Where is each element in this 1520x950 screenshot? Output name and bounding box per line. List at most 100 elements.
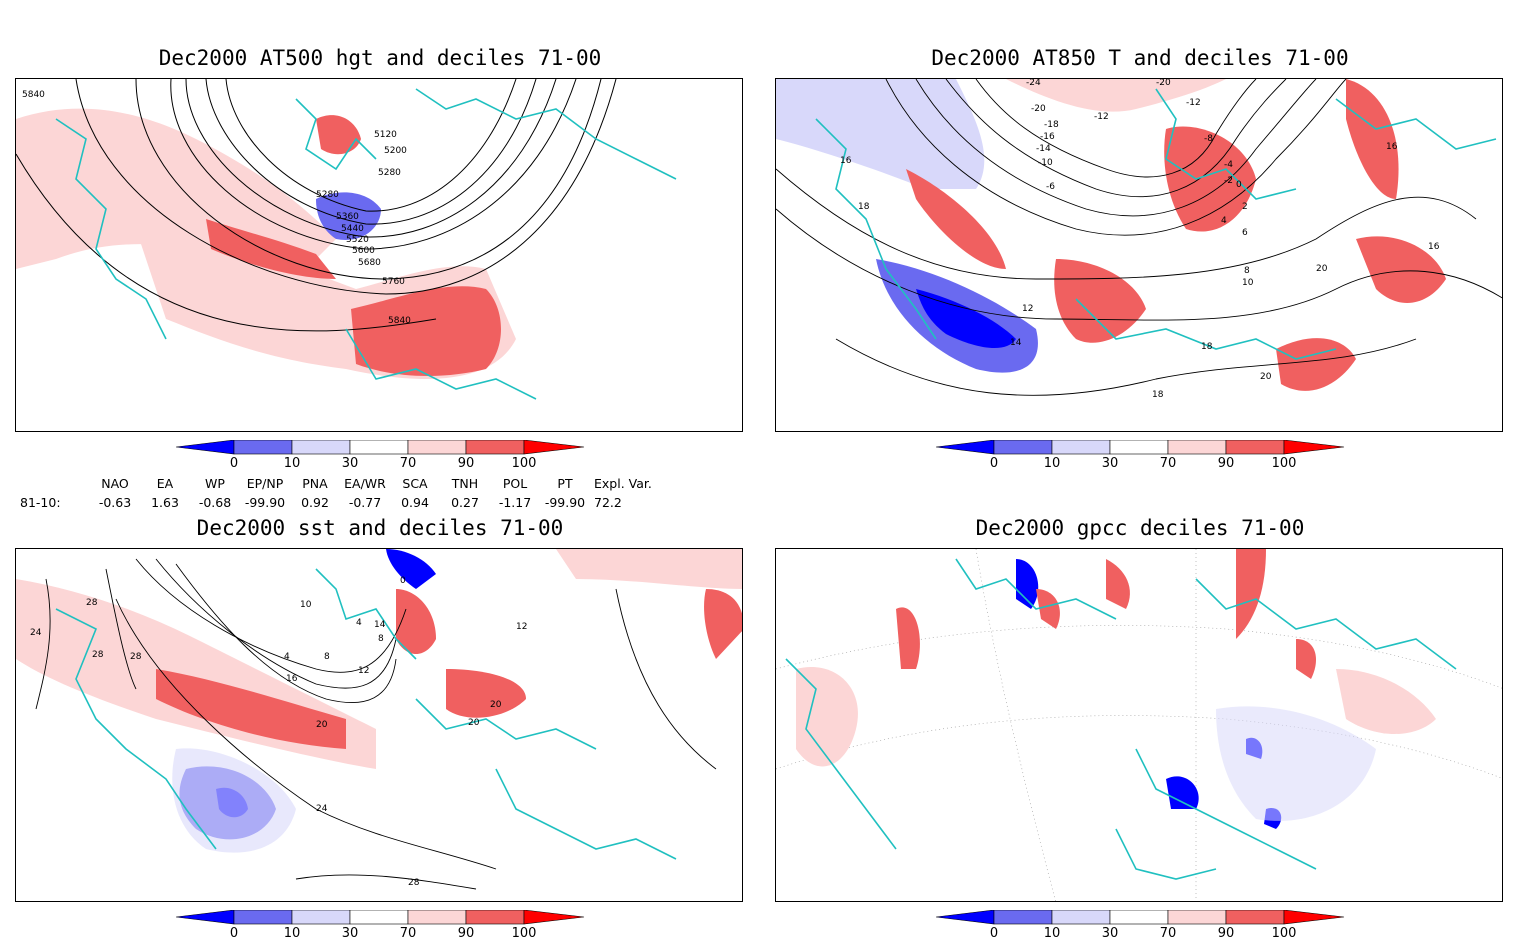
contour-label: 8 [378,634,384,644]
contour-label: 5200 [384,146,407,156]
index-header: NAO [101,476,129,491]
colorbar-tick: 90 [1217,926,1235,941]
contour-label: 4 [356,618,362,628]
contour-label: 24 [30,628,42,638]
map-panel-t850: -24 -20 -20 -18 -16 -14 -12 -12 -10 -8 -… [775,78,1503,432]
panel-title-gpcc: Dec2000 gpcc deciles 71-00 [975,516,1305,540]
colorbar-tick: 90 [457,456,475,471]
colorbar-tick: 10 [1043,926,1061,941]
contour-label: 12 [516,622,527,632]
index-value: -0.68 [198,495,232,510]
contour-label: 0 [400,576,406,586]
contour-label: -18 [1044,120,1059,130]
index-header: POL [502,476,528,491]
index-value: -0.77 [348,495,382,510]
colorbar-tick: 10 [1043,456,1061,471]
index-value-row: 81-10: -0.63 1.63 -0.68 -99.90 0.92 -0.7… [20,493,664,512]
contour-label: -8 [1204,134,1213,144]
colorbar-tick: 70 [399,456,417,471]
map-panel-sst: 24 28 28 28 0 10 4 14 4 8 8 12 16 20 24 … [15,548,743,902]
teleconnection-index-table: NAO EA WP EP/NP PNA EA/WR SCA TNH POL PT… [20,474,664,512]
contour-label: 20 [468,718,480,728]
contour-label: 20 [1260,372,1272,382]
contour-label: -24 [1026,79,1041,88]
index-header: PNA [302,476,328,491]
colorbar-tick: 10 [283,456,301,471]
colorbar-gpcc: 0 10 30 70 90 100 [935,909,1356,950]
contour-label: 5520 [346,235,369,245]
colorbar-tick: 30 [1101,926,1119,941]
contour-label: -20 [1156,79,1171,88]
index-header: EP/NP [246,476,284,491]
contour-label: 12 [358,666,369,676]
contour-label: -4 [1224,160,1233,170]
contour-label: 16 [286,674,298,684]
colorbar-tick: 100 [1271,926,1297,941]
contour-label: 5360 [336,212,359,222]
contour-label: 18 [1152,390,1164,400]
contour-label: 5680 [358,258,381,268]
contour-label: 6 [1242,228,1248,238]
colorbar-tick: 100 [511,456,537,471]
contour-label: 8 [324,652,330,662]
contour-label: 20 [316,720,328,730]
colorbar-tick: 70 [399,926,417,941]
contour-label: 8 [1244,266,1250,276]
colorbar-t850: 0 10 30 70 90 100 [935,439,1356,480]
contour-label: 5840 [388,316,411,326]
colorbar-tick: 0 [989,926,999,941]
contour-label: 20 [490,700,502,710]
contour-label: 14 [374,620,386,630]
contour-label: 28 [86,598,98,608]
index-value: -0.63 [98,495,132,510]
colorbar-tick: 70 [1159,456,1177,471]
contour-label: 18 [1201,342,1213,352]
contour-label: 28 [92,650,104,660]
contour-label: 14 [1010,338,1022,348]
index-value: -99.90 [544,495,586,510]
contour-label: -16 [1040,132,1055,142]
contour-label: 16 [1386,142,1398,152]
contour-label: 24 [316,804,328,814]
map-panel-hgt500: 5840 5120 5200 5280 5280 5360 5440 5520 … [15,78,743,432]
index-value: -1.17 [498,495,532,510]
index-header: SCA [402,476,428,491]
contour-label: 5280 [378,168,401,178]
contour-label: -6 [1046,182,1055,192]
contour-label: 2 [1242,202,1248,212]
contour-label: 16 [840,156,852,166]
panel-title-sst: Dec2000 sst and deciles 71-00 [196,516,564,540]
contour-label: 5600 [352,246,375,256]
index-value: 0.27 [451,495,479,510]
index-header: TNH [451,476,479,491]
index-header: EA/WR [344,476,386,491]
contour-label: -2 [1224,176,1233,186]
index-header: EA [156,476,174,491]
contour-label: -10 [1038,158,1053,168]
contour-label: 28 [408,878,420,888]
contour-label: 10 [1242,278,1254,288]
colorbar-tick: 100 [1271,456,1297,471]
contour-label: 12 [1022,304,1033,314]
index-header-row: NAO EA WP EP/NP PNA EA/WR SCA TNH POL PT… [20,474,664,493]
contour-label: -20 [1031,104,1046,114]
colorbar-tick: 100 [511,926,537,941]
colorbar-tick: 90 [457,926,475,941]
colorbar-tick: 90 [1217,456,1235,471]
contour-label: 5760 [382,277,405,287]
contour-label: 0 [1236,180,1242,190]
index-value: -99.90 [244,495,286,510]
map-panel-gpcc [775,548,1503,902]
contour-label: 5440 [341,224,364,234]
colorbar-tick: 30 [341,926,359,941]
index-value: 72.2 [594,495,622,510]
colorbar-tick: 0 [989,456,999,471]
contour-label: 10 [300,600,312,610]
panel-title-t850: Dec2000 AT850 T and deciles 71-00 [931,46,1349,70]
contour-label: 5840 [22,90,45,100]
index-header: PT [557,476,573,491]
colorbar-tick: 0 [229,926,239,941]
contour-label: -12 [1186,98,1201,108]
contour-label: 28 [130,652,142,662]
contour-label: -14 [1036,144,1051,154]
